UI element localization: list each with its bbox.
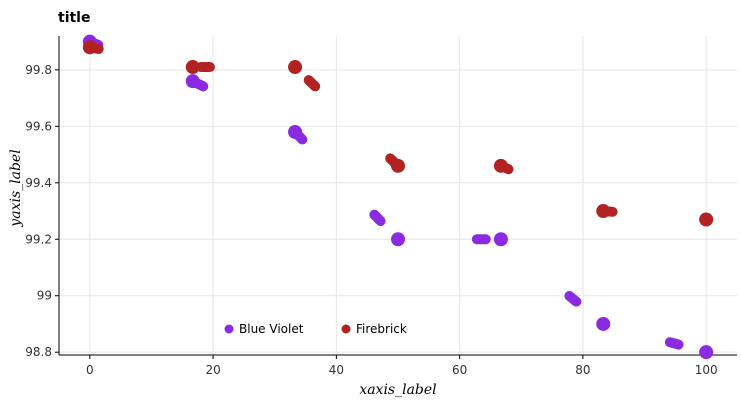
- series-layer: [82, 34, 714, 360]
- legend-swatch: [341, 324, 351, 334]
- x-tick-label: 100: [695, 363, 718, 377]
- y-tick-label: 99.4: [25, 176, 52, 190]
- legend-swatch: [224, 324, 234, 334]
- data-point: [288, 124, 303, 139]
- legend-label: Firebrick: [356, 322, 407, 336]
- grid: [59, 36, 737, 355]
- x-tick-label: 60: [452, 363, 467, 377]
- series-line-1: [84, 42, 712, 225]
- data-point: [699, 212, 714, 227]
- data-point: [185, 74, 200, 89]
- chart-title: title: [58, 10, 90, 26]
- legend-label: Blue Violet: [239, 322, 304, 336]
- x-tick-label: 0: [86, 363, 94, 377]
- x-tick-label: 40: [329, 363, 344, 377]
- y-axis-label: yaxis_label: [8, 149, 24, 227]
- x-tick-label: 80: [575, 363, 590, 377]
- tick-labels: 0 20 40 60 80 100 98.8 99 99.2 99.4 99.6 99.8: [25, 63, 717, 377]
- data-point: [596, 204, 611, 219]
- data-point: [493, 158, 508, 173]
- legend: Blue Violet Firebrick: [224, 322, 407, 336]
- data-point: [596, 316, 611, 331]
- data-point: [699, 345, 714, 360]
- y-tick-label: 99.8: [25, 63, 52, 77]
- data-point: [493, 232, 508, 247]
- x-tick-label: 20: [205, 363, 220, 377]
- y-tick-label: 98.8: [25, 345, 52, 359]
- data-point: [82, 40, 97, 55]
- y-tick-label: 99.6: [25, 119, 52, 133]
- data-point: [391, 158, 405, 173]
- series-line-0: [84, 36, 712, 358]
- y-tick-label: 99: [37, 289, 52, 303]
- data-point: [391, 232, 405, 247]
- data-point: [288, 60, 303, 75]
- data-point: [185, 60, 200, 75]
- y-tick-label: 99.2: [25, 232, 52, 246]
- axes: [55, 36, 737, 359]
- x-axis-label: xaxis_label: [359, 382, 436, 398]
